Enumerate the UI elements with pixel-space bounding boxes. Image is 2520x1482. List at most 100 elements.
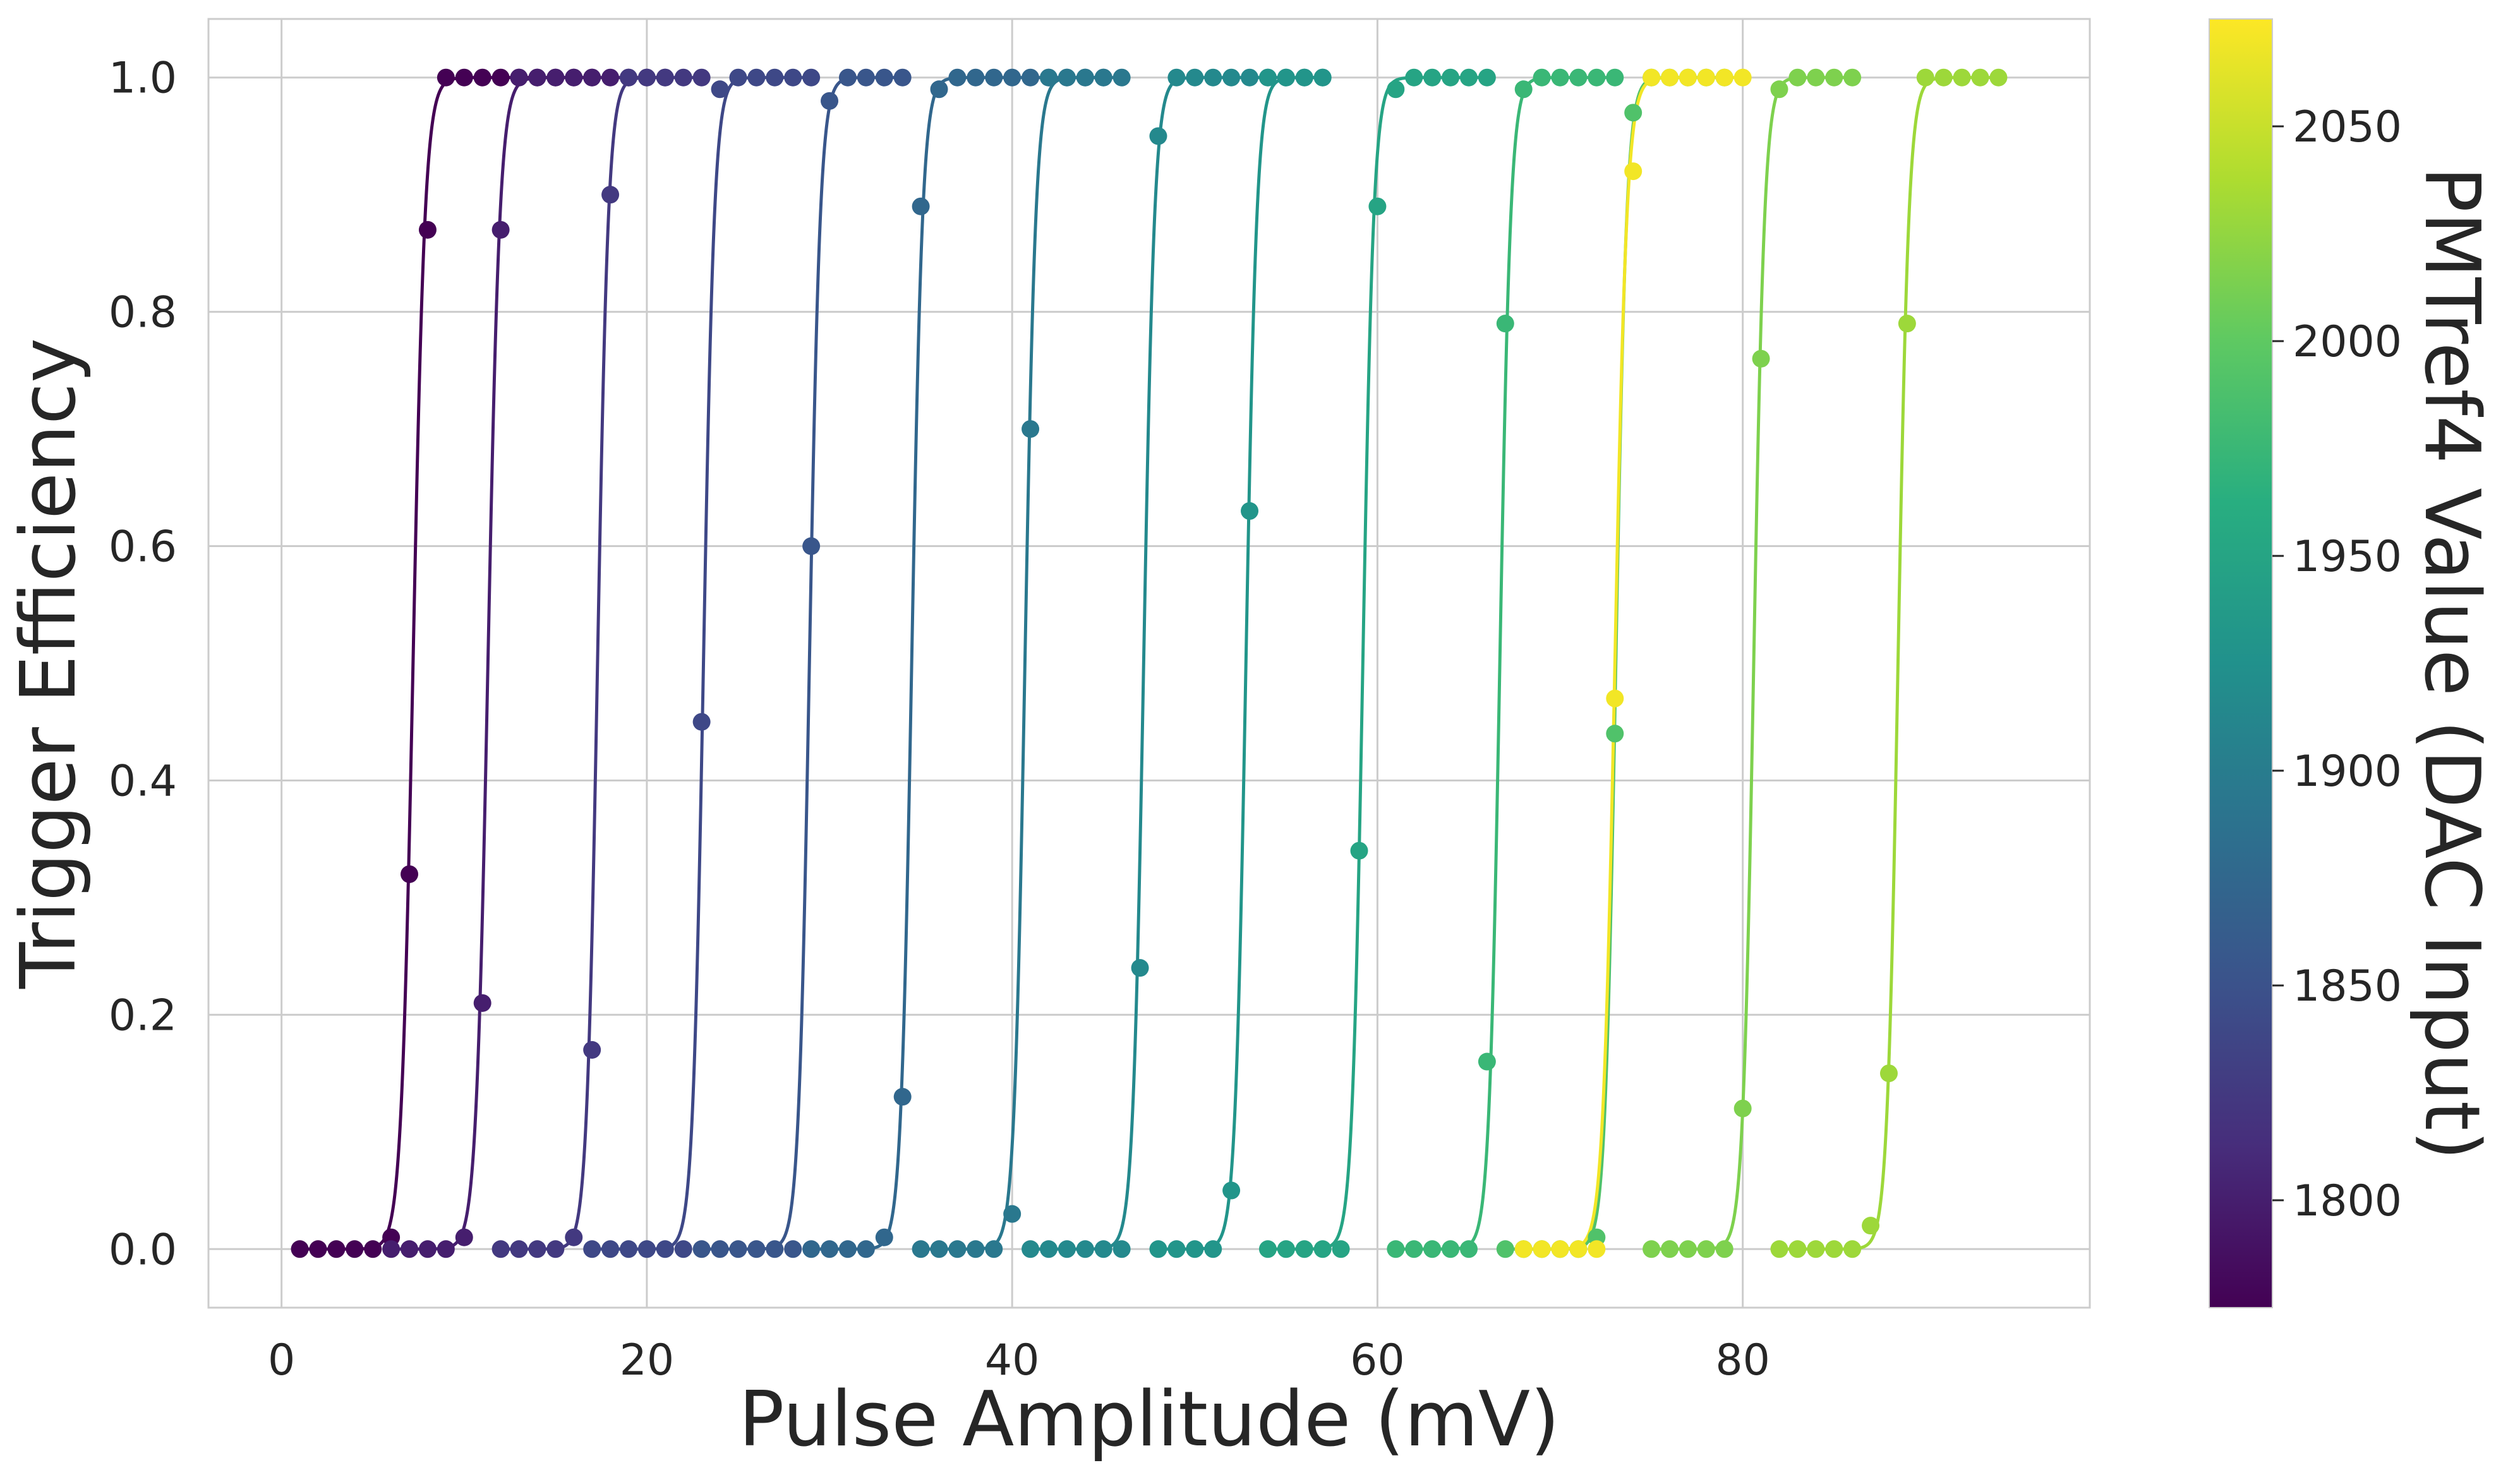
data-points bbox=[291, 68, 2008, 1258]
data-point-1895 bbox=[912, 1240, 930, 1258]
data-point-1895 bbox=[1076, 68, 1094, 87]
data-point-1930 bbox=[1186, 1240, 1204, 1258]
data-point-1915 bbox=[1022, 1240, 1040, 1258]
data-point-1950 bbox=[1387, 80, 1405, 99]
data-point-1800 bbox=[528, 68, 546, 87]
data-point-1875 bbox=[1022, 68, 1040, 87]
data-point-1975 bbox=[1459, 1240, 1478, 1258]
colorbar-tick-label: 1800 bbox=[2293, 1176, 2402, 1226]
data-point-1825 bbox=[510, 1240, 528, 1258]
data-point-1875 bbox=[930, 80, 948, 99]
y-axis-title: Trigger Efficiency bbox=[5, 338, 93, 989]
data-point-1775 bbox=[327, 1240, 346, 1258]
x-axis-title: Pulse Amplitude (mV) bbox=[739, 1376, 1560, 1464]
data-point-1915 bbox=[1204, 68, 1222, 87]
data-point-1800 bbox=[418, 1240, 437, 1258]
data-point-1975 bbox=[1588, 68, 1606, 87]
plot-frame bbox=[208, 19, 2090, 1308]
data-point-1915 bbox=[1112, 1240, 1131, 1258]
data-point-1975 bbox=[1496, 315, 1514, 333]
data-point-2030 bbox=[1989, 68, 2008, 87]
data-point-1775 bbox=[418, 220, 437, 239]
data-point-1800 bbox=[401, 1240, 419, 1258]
data-point-1975 bbox=[1551, 68, 1569, 87]
data-point-1895 bbox=[985, 1240, 1003, 1258]
data-point-1930 bbox=[1204, 1240, 1222, 1258]
data-point-1975 bbox=[1514, 80, 1533, 99]
data-point-1990 bbox=[1624, 104, 1643, 122]
data-point-1775 bbox=[491, 68, 510, 87]
data-point-1840 bbox=[711, 80, 729, 99]
data-point-2015 bbox=[1752, 349, 1770, 368]
data-point-2015 bbox=[1679, 1240, 1697, 1258]
data-point-1975 bbox=[1387, 1240, 1405, 1258]
data-point-1825 bbox=[491, 1240, 510, 1258]
data-point-1855 bbox=[784, 1240, 802, 1258]
data-point-1975 bbox=[1423, 1240, 1442, 1258]
colorbar-tick-label: 1950 bbox=[2293, 532, 2402, 582]
data-point-1930 bbox=[1258, 68, 1277, 87]
data-point-1950 bbox=[1295, 1240, 1313, 1258]
data-point-1800 bbox=[583, 68, 601, 87]
data-point-1825 bbox=[674, 68, 692, 87]
data-point-1855 bbox=[893, 68, 912, 87]
data-point-1895 bbox=[948, 1240, 967, 1258]
data-point-2030 bbox=[1916, 68, 1934, 87]
data-point-1775 bbox=[437, 68, 455, 87]
data-point-2030 bbox=[1843, 1240, 1862, 1258]
colorbar-title: PMTref4 Value (DAC Input) bbox=[2408, 166, 2495, 1160]
data-point-1825 bbox=[601, 186, 620, 204]
data-point-2070 bbox=[1697, 68, 1715, 87]
data-point-1855 bbox=[747, 1240, 766, 1258]
data-point-1855 bbox=[692, 1240, 711, 1258]
data-point-1930 bbox=[1222, 1181, 1241, 1200]
data-point-1875 bbox=[967, 68, 985, 87]
data-point-1975 bbox=[1533, 68, 1551, 87]
data-point-1895 bbox=[1022, 420, 1040, 438]
data-point-1825 bbox=[528, 1240, 546, 1258]
data-point-1775 bbox=[455, 68, 473, 87]
data-point-1775 bbox=[401, 865, 419, 883]
y-tick-label: 1.0 bbox=[109, 54, 177, 104]
data-point-2030 bbox=[1770, 1240, 1788, 1258]
data-point-2030 bbox=[1788, 1240, 1807, 1258]
data-point-2015 bbox=[1697, 1240, 1715, 1258]
data-point-1950 bbox=[1368, 197, 1387, 215]
data-point-1840 bbox=[766, 68, 784, 87]
data-point-2030 bbox=[1953, 68, 1971, 87]
x-tick-label: 0 bbox=[268, 1335, 295, 1385]
data-point-1930 bbox=[1313, 68, 1332, 87]
data-point-1875 bbox=[1003, 68, 1022, 87]
data-point-2015 bbox=[1715, 1240, 1733, 1258]
data-point-2070 bbox=[1679, 68, 1697, 87]
data-point-1990 bbox=[1606, 725, 1624, 743]
fit-curve-1930 bbox=[1158, 76, 1323, 1251]
data-point-1840 bbox=[784, 68, 802, 87]
data-point-2015 bbox=[1643, 1240, 1661, 1258]
data-point-1875 bbox=[857, 1240, 875, 1258]
data-point-1840 bbox=[637, 1240, 656, 1258]
y-tick-label: 0.0 bbox=[109, 1225, 177, 1275]
data-point-1800 bbox=[455, 1228, 473, 1246]
data-point-1855 bbox=[729, 1240, 747, 1258]
data-point-2030 bbox=[1807, 1240, 1825, 1258]
data-point-2030 bbox=[1825, 1240, 1843, 1258]
data-point-1875 bbox=[875, 1228, 893, 1246]
data-point-1855 bbox=[802, 537, 821, 555]
data-point-1975 bbox=[1442, 1240, 1460, 1258]
colorbar bbox=[2209, 18, 2273, 1308]
data-point-1875 bbox=[802, 1240, 821, 1258]
y-tick-label: 0.4 bbox=[109, 756, 177, 806]
data-point-1975 bbox=[1405, 1240, 1423, 1258]
data-point-1825 bbox=[583, 1041, 601, 1059]
data-point-1895 bbox=[1003, 1205, 1022, 1223]
data-point-2030 bbox=[1862, 1217, 1880, 1235]
x-tick-label: 60 bbox=[1350, 1335, 1405, 1385]
data-point-1895 bbox=[1112, 68, 1131, 87]
data-point-2015 bbox=[1788, 68, 1807, 87]
data-point-1875 bbox=[821, 1240, 839, 1258]
data-point-2015 bbox=[1807, 68, 1825, 87]
data-point-1950 bbox=[1313, 1240, 1332, 1258]
data-point-1930 bbox=[1149, 1240, 1167, 1258]
data-point-2070 bbox=[1733, 68, 1752, 87]
